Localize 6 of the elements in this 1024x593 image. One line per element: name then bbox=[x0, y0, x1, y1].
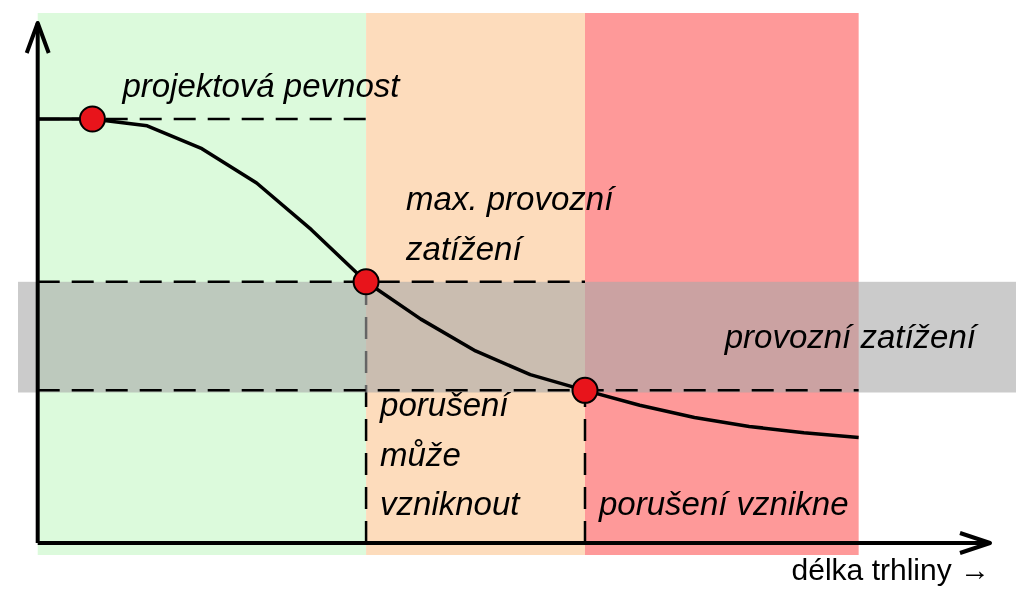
x-axis-title: délka trhliny → bbox=[791, 553, 990, 586]
annotation: porušení vznikne bbox=[598, 485, 849, 522]
annotation: porušení může vzniknout bbox=[379, 386, 522, 522]
band-label: provozní zatížení bbox=[723, 318, 979, 356]
ref-line-label: projektová pevnost bbox=[121, 67, 402, 104]
ref-line-label: max. provozní zatížení bbox=[405, 180, 617, 267]
